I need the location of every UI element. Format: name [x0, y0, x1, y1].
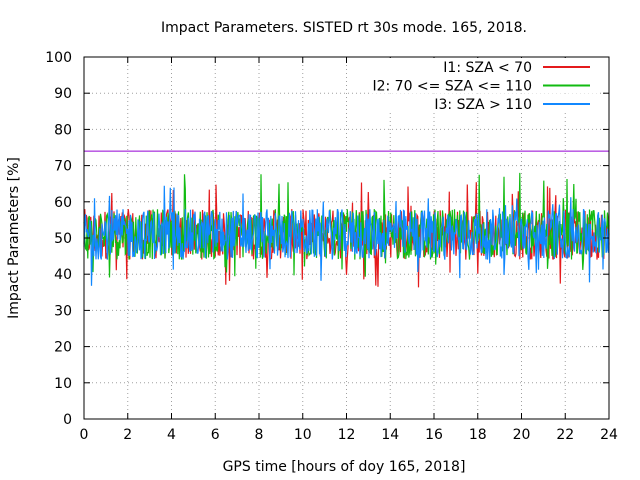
x-tick-label: 12 — [338, 427, 356, 443]
legend-entry-bg — [370, 58, 600, 75]
series-line-3 — [83, 185, 610, 286]
axis-ticks: 0 2 4 6 8 10 12 14 16 18 20 22 240102030405060708090… — [45, 50, 618, 443]
y-tick-label: 40 — [54, 267, 72, 283]
x-tick-label: 6 — [211, 427, 220, 443]
chart-title: Impact Parameters. SISTED rt 30s mode. 1… — [161, 20, 527, 36]
y-tick-label: 80 — [54, 122, 72, 138]
legend: I1: SZA < 70 I2: 70 <= SZA <= 110 I3: SZA … — [370, 58, 600, 113]
x-tick-label: 24 — [600, 427, 618, 443]
x-tick-label: 2 — [123, 427, 132, 443]
y-tick-label: 30 — [54, 303, 72, 319]
legend-label: I1: SZA < 70 — [443, 60, 532, 76]
legend-entry-bg — [370, 76, 600, 94]
x-tick-label: 4 — [167, 427, 176, 443]
x-tick-label: 16 — [425, 427, 443, 443]
x-tick-label: 0 — [80, 427, 89, 443]
legend-label: I3: SZA > 110 — [434, 97, 532, 113]
series-group — [83, 172, 610, 288]
y-tick-label: 90 — [54, 86, 72, 102]
x-tick-label: 14 — [381, 427, 399, 443]
y-axis-label: Impact Parameters [%] — [6, 157, 22, 319]
y-tick-label: 60 — [54, 195, 72, 211]
y-tick-label: 10 — [54, 376, 72, 392]
x-tick-label: 10 — [294, 427, 312, 443]
x-tick-label: 18 — [469, 427, 487, 443]
x-tick-label: 22 — [556, 427, 574, 443]
legend-entry-bg — [370, 95, 600, 112]
y-tick-label: 70 — [54, 159, 72, 175]
series-line-2 — [83, 172, 610, 278]
y-tick-label: 100 — [45, 50, 72, 66]
x-tick-label: 8 — [255, 427, 264, 443]
x-tick-label: 20 — [513, 427, 531, 443]
legend-label: I2: 70 <= SZA <= 110 — [372, 79, 532, 95]
y-tick-label: 0 — [63, 412, 72, 428]
y-tick-label: 20 — [54, 340, 72, 356]
x-axis-label: GPS time [hours of doy 165, 2018] — [223, 459, 466, 475]
y-tick-label: 50 — [54, 231, 72, 247]
